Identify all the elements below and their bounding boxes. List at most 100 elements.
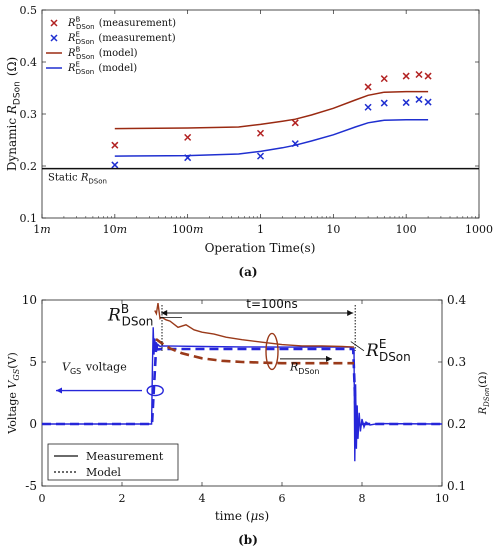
tick-number: 10: [103, 223, 117, 236]
marker-stroke: [402, 99, 410, 107]
y-tick-label-a: 0.4: [20, 56, 38, 69]
symbol: R: [67, 18, 76, 29]
marker-stroke: [364, 103, 372, 111]
data-point-x-marker: [424, 72, 432, 80]
data-point-x-marker: [291, 119, 299, 127]
vgs-arrow-head: [56, 387, 62, 394]
ylabel-unit: (Ω): [478, 372, 489, 388]
subscript: DSon: [298, 367, 319, 376]
arrow-head: [347, 310, 354, 316]
x-tick-label-b: 10: [435, 492, 449, 505]
subscript: GS: [12, 368, 21, 380]
marker-stroke: [111, 161, 119, 169]
x-tick-label-a: 10m: [103, 223, 127, 236]
plot-frame-b: [41, 299, 443, 487]
symbol: R: [67, 48, 76, 59]
tick-unit: m: [193, 223, 203, 236]
rdson-small-label: RDSon: [289, 361, 321, 376]
vgs-label: VGS voltage: [62, 361, 127, 376]
marker-stroke: [111, 141, 119, 149]
y-tick-label-a: 0.1: [20, 212, 38, 225]
superscript: E: [379, 337, 387, 351]
xlabel-mu: μ: [250, 509, 258, 523]
y-tick-label-left-b: -5: [25, 479, 37, 493]
x-tick-label-a: 10: [326, 223, 340, 236]
superscript: E: [76, 31, 80, 39]
marker-stroke: [291, 119, 299, 127]
symbol: R: [289, 361, 298, 374]
tick-unit: m: [40, 223, 50, 236]
tick-number: 1: [257, 223, 264, 236]
data-point-x-marker: [364, 83, 372, 91]
subscript: DSon: [379, 350, 411, 364]
subscript: DSon: [76, 68, 95, 76]
data-point-x-marker: [402, 72, 410, 80]
subscript: GS: [70, 367, 81, 376]
legend-text: (model): [96, 48, 138, 59]
symbol: R: [478, 406, 489, 415]
marker-stroke: [256, 152, 265, 160]
x-tick-label-a: 100m: [172, 223, 203, 236]
x-tick-label-b: 6: [279, 492, 286, 505]
xlabel-a: Operation Time(s): [205, 241, 316, 255]
y-tick-label-left-b: 0: [29, 417, 37, 431]
ylabel-left-b: Voltage VGS(V): [6, 352, 21, 434]
legend-label: RB DSon (model): [67, 46, 138, 62]
xlabel-word: time (: [215, 509, 251, 523]
spacer: [411, 341, 413, 361]
marker-stroke: [415, 70, 423, 79]
subscript: DSon: [122, 315, 154, 329]
legend-label-b: Model: [86, 466, 121, 479]
t100-label: t=100ns: [246, 297, 298, 311]
xlabel-unit: s): [258, 509, 269, 523]
marker-stroke: [424, 98, 432, 106]
series-line-b: [154, 302, 355, 348]
marker-stroke: [380, 75, 388, 83]
y-tick-label-right-b: 0.2: [447, 417, 466, 431]
static-rdson-label: Static RDSon: [48, 173, 108, 186]
y-tick-label-right-b: 0.4: [447, 293, 466, 307]
panel-label-a: (a): [238, 265, 257, 279]
vgs-ellipse: [146, 384, 164, 397]
y-tick-label-left-b: 10: [22, 293, 37, 307]
data-point-x-marker: [415, 95, 423, 103]
series-line-b: [155, 338, 354, 365]
spacer: [153, 305, 155, 325]
legend-a: RB DSon (measurement)RE DSon (measurement)…: [46, 16, 176, 77]
marker-stroke: [380, 99, 388, 107]
legend-text: (measurement): [95, 33, 176, 44]
legend-marker: [50, 19, 58, 27]
legend-b: Measurement Model: [47, 443, 179, 481]
tick-number: 100: [396, 223, 417, 236]
xlabel-b: time (μs): [215, 509, 269, 523]
panel-label-b: (b): [238, 533, 258, 547]
legend-label: RE DSon (model): [67, 61, 137, 77]
vgs-word: voltage: [82, 361, 126, 374]
subscript: DSon: [76, 23, 95, 31]
series-line-a: [114, 118, 429, 157]
symbol: V: [6, 380, 19, 389]
superscript: E: [76, 61, 80, 69]
symbol: R: [80, 173, 89, 184]
static-rdson-text: Static RDSon: [48, 173, 108, 186]
symbol: R: [365, 341, 379, 361]
superscript: B: [76, 16, 81, 24]
subscript: DSon: [76, 53, 95, 61]
subscript: DSon: [88, 178, 107, 186]
legend-text: (model): [95, 63, 137, 74]
data-point-x-marker: [111, 161, 119, 169]
symbol: R: [67, 63, 76, 74]
subscript: DSon: [13, 81, 23, 105]
subscript: DSon: [483, 387, 491, 408]
tick-number: 1000: [465, 223, 493, 236]
tick-unit: m: [117, 223, 127, 236]
marker-stroke: [184, 133, 192, 141]
legend-label: RB DSon (measurement): [67, 16, 176, 32]
tick-number: 1: [33, 223, 40, 236]
y-tick-label-a: 0.2: [20, 160, 38, 173]
x-tick-label-b: 2: [119, 492, 126, 505]
